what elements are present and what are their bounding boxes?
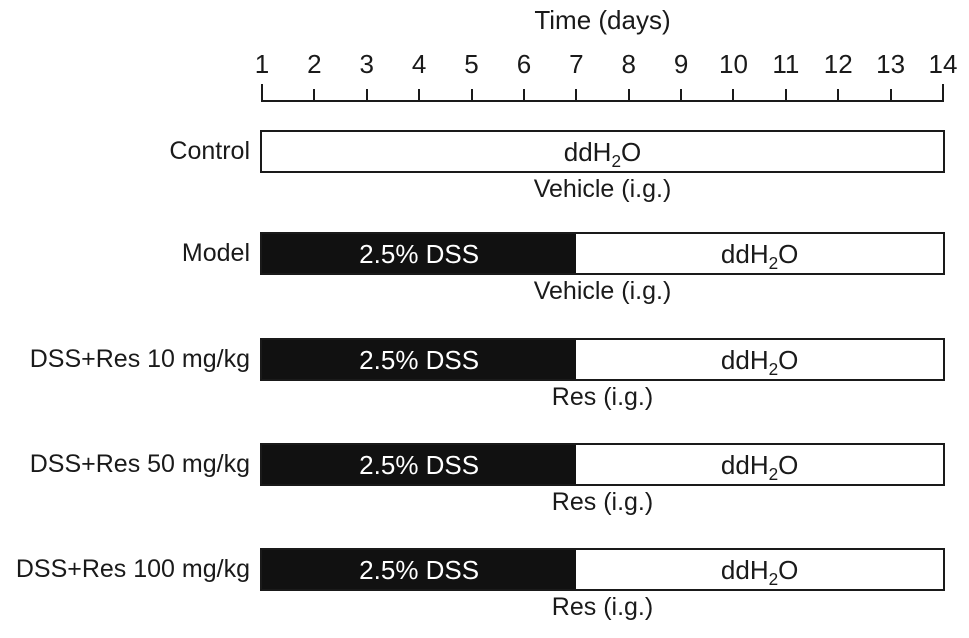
day-tick-label: 2 bbox=[307, 49, 322, 79]
axis-tick bbox=[313, 89, 316, 102]
axis-line bbox=[262, 100, 943, 102]
day-tick-label: 14 bbox=[928, 49, 958, 79]
axis-title: Time (days) bbox=[534, 5, 671, 35]
treatment-label: Res (i.g.) bbox=[551, 488, 654, 516]
segment-label: ddH2O bbox=[720, 344, 799, 379]
axis-tick bbox=[365, 89, 368, 102]
axis-tick bbox=[732, 89, 735, 102]
timeline-bar: 2.5% DSS ddH2O bbox=[260, 232, 945, 275]
axis-tick bbox=[418, 89, 421, 102]
axis-tick bbox=[680, 89, 683, 102]
axis-tick bbox=[942, 84, 944, 102]
water-segment: ddH2O bbox=[262, 132, 943, 171]
water-segment: ddH2O bbox=[576, 445, 943, 484]
water-segment: ddH2O bbox=[576, 340, 943, 379]
day-tick-label: 13 bbox=[876, 49, 906, 79]
day-tick-label: 5 bbox=[464, 49, 479, 79]
day-tick-label: 11 bbox=[772, 49, 800, 79]
group-label: Model bbox=[181, 239, 250, 267]
treatment-label: Vehicle (i.g.) bbox=[533, 175, 672, 203]
treatment-label: Vehicle (i.g.) bbox=[533, 277, 672, 305]
segment-label: 2.5% DSS bbox=[359, 344, 480, 375]
axis-tick bbox=[575, 89, 578, 102]
segment-label: 2.5% DSS bbox=[359, 554, 480, 585]
axis-tick bbox=[784, 89, 787, 102]
day-tick-label: 10 bbox=[718, 49, 748, 79]
group-label: DSS+Res 100 mg/kg bbox=[15, 555, 250, 583]
timeline-bar: ddH2O bbox=[260, 130, 945, 173]
group-label: DSS+Res 10 mg/kg bbox=[29, 345, 250, 373]
group-label: Control bbox=[169, 137, 250, 165]
segment-label: ddH2O bbox=[720, 554, 799, 589]
axis-tick bbox=[522, 89, 525, 102]
treatment-label: Res (i.g.) bbox=[551, 383, 654, 411]
axis-tick bbox=[627, 89, 630, 102]
axis-tick bbox=[470, 89, 473, 102]
segment-label: 2.5% DSS bbox=[359, 449, 480, 480]
day-labels: 1 2 3 4 5 6 7 8 9 10 11 12 13 14 bbox=[255, 49, 958, 79]
timeline-bar: 2.5% DSS ddH2O bbox=[260, 548, 945, 591]
axis-tick bbox=[889, 89, 892, 102]
axis-tick bbox=[837, 89, 840, 102]
timeline-bar: 2.5% DSS ddH2O bbox=[260, 338, 945, 381]
treatment-label: Res (i.g.) bbox=[551, 593, 654, 621]
day-tick-label: 8 bbox=[621, 49, 636, 79]
day-tick-label: 9 bbox=[673, 49, 689, 79]
axis-tick bbox=[261, 84, 263, 102]
day-tick-label: 3 bbox=[359, 49, 374, 79]
dss-segment: 2.5% DSS bbox=[262, 445, 577, 484]
segment-label: ddH2O bbox=[720, 238, 799, 273]
segment-label: ddH2O bbox=[720, 449, 799, 484]
dss-segment: 2.5% DSS bbox=[262, 340, 577, 379]
segment-label: 2.5% DSS bbox=[359, 238, 480, 269]
water-segment: ddH2O bbox=[576, 550, 943, 589]
water-segment: ddH2O bbox=[576, 234, 943, 273]
timeline-bar: 2.5% DSS ddH2O bbox=[260, 443, 945, 486]
day-tick-label: 12 bbox=[823, 49, 853, 79]
group-label: DSS+Res 50 mg/kg bbox=[29, 450, 250, 478]
day-tick-label: 1 bbox=[254, 49, 270, 79]
day-tick-label: 4 bbox=[411, 49, 427, 79]
day-tick-label: 7 bbox=[569, 49, 584, 79]
day-tick-label: 6 bbox=[516, 49, 532, 79]
dss-segment: 2.5% DSS bbox=[262, 550, 577, 589]
segment-label: ddH2O bbox=[563, 136, 642, 171]
dss-segment: 2.5% DSS bbox=[262, 234, 577, 273]
time-axis-ruler bbox=[261, 82, 944, 102]
